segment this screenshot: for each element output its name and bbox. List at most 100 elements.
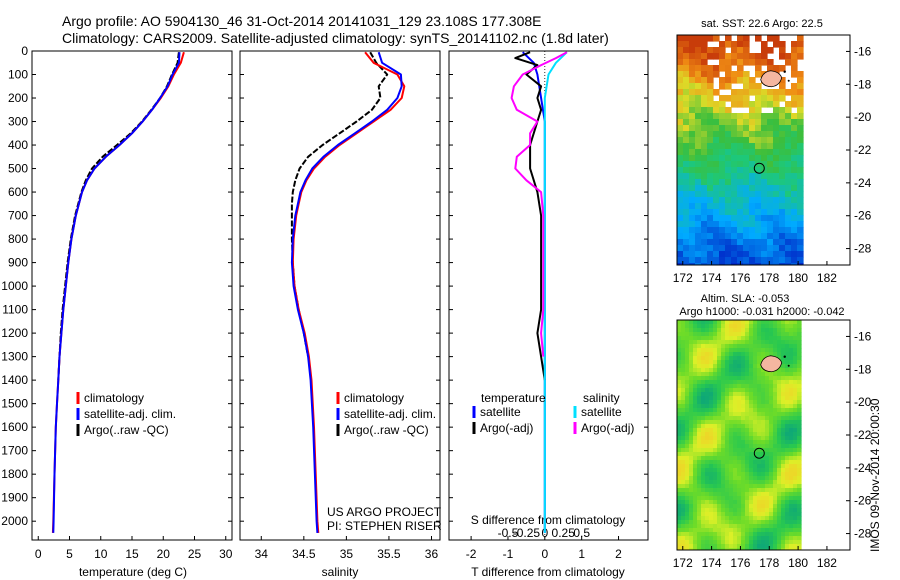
map-cell bbox=[685, 416, 690, 421]
map-cell bbox=[769, 532, 774, 537]
map-cell bbox=[725, 488, 730, 493]
map-cell bbox=[677, 464, 682, 469]
map-cell bbox=[689, 173, 696, 180]
map-cell bbox=[681, 376, 686, 381]
map-cell bbox=[765, 408, 770, 413]
map-cell bbox=[777, 348, 782, 353]
map-cell bbox=[731, 101, 738, 108]
map-cell bbox=[689, 324, 694, 329]
map-cell bbox=[731, 137, 738, 144]
map-cell bbox=[683, 203, 690, 210]
map-cell bbox=[709, 352, 714, 357]
map-cell bbox=[765, 528, 770, 533]
map-cell bbox=[693, 492, 698, 497]
map-cell bbox=[709, 488, 714, 493]
map-y-tick-label: -18 bbox=[854, 362, 872, 376]
map-cell bbox=[697, 480, 702, 485]
map-cell bbox=[781, 460, 786, 465]
map-cell bbox=[683, 185, 690, 192]
map-cell bbox=[725, 544, 730, 549]
map-cell bbox=[789, 436, 794, 441]
map-cell bbox=[689, 448, 694, 453]
map-cell bbox=[677, 251, 684, 258]
map-cell bbox=[745, 476, 750, 481]
map-cell bbox=[701, 484, 706, 489]
map-cell bbox=[755, 107, 762, 114]
map-cell bbox=[683, 125, 690, 132]
map-cell bbox=[681, 328, 686, 333]
map-cell bbox=[789, 484, 794, 489]
map-cell bbox=[677, 472, 682, 477]
map-cell bbox=[753, 436, 758, 441]
map-cell bbox=[705, 320, 710, 325]
map-cell bbox=[789, 416, 794, 421]
map-cell bbox=[765, 484, 770, 489]
map-cell bbox=[693, 340, 698, 345]
map-cell bbox=[713, 496, 718, 501]
map-cell bbox=[729, 344, 734, 349]
map-cell bbox=[761, 412, 766, 417]
map-cell bbox=[769, 392, 774, 397]
map-cell bbox=[781, 356, 786, 361]
y-tick-label: 1600 bbox=[1, 420, 28, 434]
map-cell bbox=[753, 408, 758, 413]
map-cell bbox=[731, 191, 738, 198]
map-cell bbox=[797, 436, 802, 441]
map-cell bbox=[773, 392, 778, 397]
map-cell bbox=[717, 384, 722, 389]
map-cell bbox=[721, 528, 726, 533]
map-cell bbox=[765, 472, 770, 477]
map-cell bbox=[793, 412, 798, 417]
map-cell bbox=[789, 376, 794, 381]
map-cell bbox=[721, 376, 726, 381]
map-cell bbox=[773, 524, 778, 529]
map-cell bbox=[729, 548, 734, 550]
map-cell bbox=[729, 524, 734, 529]
map-cell bbox=[791, 203, 798, 210]
map-cell bbox=[689, 384, 694, 389]
map-cell bbox=[737, 412, 742, 417]
map-cell bbox=[713, 392, 718, 397]
map-cell bbox=[773, 400, 778, 405]
map-cell bbox=[743, 245, 750, 252]
map-cell bbox=[701, 197, 708, 204]
map-cell bbox=[765, 384, 770, 389]
map-cell bbox=[701, 492, 706, 497]
map-cell bbox=[693, 512, 698, 517]
map-cell bbox=[689, 47, 696, 54]
map-cell bbox=[729, 456, 734, 461]
map-cell bbox=[705, 456, 710, 461]
map-cell bbox=[789, 380, 794, 385]
map-cell bbox=[737, 368, 742, 373]
map-cell bbox=[793, 340, 798, 345]
map-cell bbox=[697, 496, 702, 501]
map-cell bbox=[779, 89, 786, 96]
map-cell bbox=[701, 59, 708, 66]
map-cell bbox=[793, 400, 798, 405]
map-cell bbox=[749, 428, 754, 433]
map-cell bbox=[713, 239, 720, 246]
map-cell bbox=[677, 516, 682, 521]
map-cell bbox=[693, 440, 698, 445]
map-cell bbox=[733, 380, 738, 385]
map-cell bbox=[767, 59, 774, 66]
map-cell bbox=[709, 536, 714, 541]
map-cell bbox=[769, 380, 774, 385]
map-cell bbox=[779, 131, 786, 138]
map-cell bbox=[707, 137, 714, 144]
map-cell bbox=[761, 456, 766, 461]
map-cell bbox=[701, 536, 706, 541]
map-cell bbox=[705, 332, 710, 337]
map-cell bbox=[743, 233, 750, 240]
map-cell bbox=[765, 456, 770, 461]
map-cell bbox=[681, 396, 686, 401]
map-cell bbox=[683, 149, 690, 156]
map-cell bbox=[753, 532, 758, 537]
map-cell bbox=[689, 464, 694, 469]
map-cell bbox=[777, 416, 782, 421]
map-cell bbox=[769, 520, 774, 525]
map-cell bbox=[717, 536, 722, 541]
map-cell bbox=[769, 480, 774, 485]
map-cell bbox=[729, 488, 734, 493]
map-cell bbox=[773, 488, 778, 493]
